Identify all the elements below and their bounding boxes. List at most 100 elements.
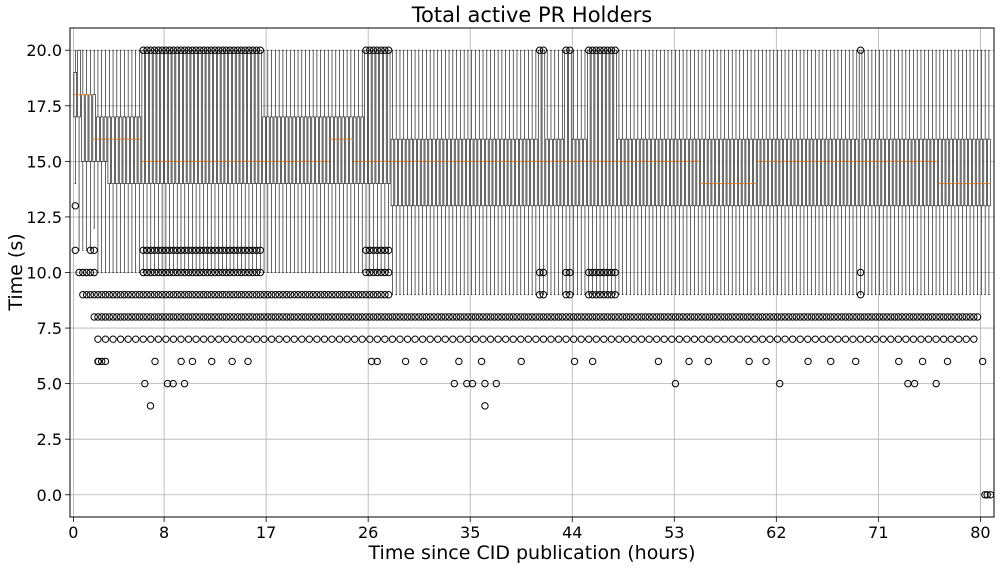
outlier-marker: [845, 313, 853, 321]
outlier-marker: [184, 46, 193, 54]
box: [307, 116, 312, 184]
outlier-marker: [94, 313, 102, 321]
outlier-marker: [313, 313, 321, 321]
outlier-marker: [622, 335, 631, 343]
outlier-marker: [328, 335, 336, 343]
outlier-marker: [169, 313, 178, 321]
box: [360, 116, 364, 184]
outlier-marker: [656, 313, 665, 321]
outlier-marker: [222, 313, 231, 321]
box: [183, 49, 187, 184]
outlier-marker: [947, 313, 955, 321]
box: [828, 138, 833, 207]
outlier-marker: [981, 491, 989, 499]
box: [624, 138, 629, 207]
outlier-marker: [962, 335, 970, 343]
outlier-marker: [827, 357, 835, 366]
outlier-marker: [645, 313, 653, 321]
outlier-marker: [600, 313, 608, 321]
box: [987, 138, 991, 207]
outlier-marker: [377, 246, 385, 254]
outlier-marker: [116, 335, 125, 343]
y-tick-label: 20.0: [26, 41, 62, 60]
outlier-marker: [369, 291, 378, 299]
outlier-marker: [369, 313, 378, 321]
outlier-marker: [917, 313, 925, 321]
outlier-marker: [611, 291, 619, 299]
outlier-marker: [139, 268, 147, 277]
outlier-marker: [668, 335, 676, 343]
outlier-marker: [245, 46, 253, 54]
outlier-marker: [249, 246, 257, 254]
box: [345, 116, 349, 184]
outlier-marker: [600, 335, 608, 343]
outlier-marker: [146, 402, 155, 410]
outlier-marker: [686, 313, 695, 321]
outlier-marker: [211, 46, 219, 54]
outlier-marker: [384, 313, 393, 321]
box: [726, 138, 731, 207]
outlier-marker: [902, 335, 910, 343]
box: [420, 138, 425, 207]
outlier-marker: [777, 313, 785, 321]
outlier-marker: [222, 335, 231, 343]
box: [738, 138, 742, 207]
outlier-marker: [554, 335, 563, 343]
outlier-marker: [430, 313, 438, 321]
outlier-marker: [381, 291, 389, 299]
outlier-marker: [381, 246, 389, 254]
box: [704, 138, 708, 207]
outlier-marker: [592, 335, 600, 343]
outlier-marker: [585, 291, 593, 299]
box: [485, 138, 489, 207]
box: [673, 138, 678, 207]
outlier-marker: [169, 335, 178, 343]
outlier-marker: [362, 46, 370, 54]
box: [251, 49, 255, 184]
outlier-marker: [509, 313, 517, 321]
outlier-marker: [279, 291, 287, 299]
outlier-marker: [324, 313, 332, 321]
outlier-marker: [154, 268, 163, 277]
outlier-marker: [683, 313, 691, 321]
outlier-marker: [82, 291, 91, 299]
box: [496, 138, 500, 207]
box: [122, 116, 127, 184]
outlier-marker: [230, 246, 238, 254]
outlier-marker: [569, 335, 578, 343]
box: [602, 49, 606, 207]
outlier-marker: [766, 335, 774, 343]
box: [549, 138, 553, 207]
box: [330, 116, 334, 184]
box: [636, 138, 640, 207]
outlier-marker: [524, 313, 533, 321]
outlier-marker: [384, 46, 393, 54]
box: [341, 116, 345, 184]
box: [579, 138, 583, 207]
box: [945, 138, 950, 207]
outlier-marker: [245, 268, 253, 277]
box: [492, 138, 497, 207]
box: [522, 138, 527, 207]
outlier-marker: [464, 313, 472, 321]
outlier-marker: [343, 291, 351, 299]
box: [217, 49, 221, 184]
outlier-marker: [796, 335, 804, 343]
outlier-marker: [139, 291, 147, 299]
outlier-marker: [856, 46, 865, 54]
x-tick-label: 44: [562, 523, 582, 542]
outlier-marker: [316, 291, 325, 299]
outlier-marker: [173, 246, 181, 254]
outlier-marker: [603, 46, 612, 54]
box: [194, 49, 198, 184]
outlier-marker: [983, 491, 991, 499]
outlier-marker: [173, 313, 181, 321]
outlier-marker: [369, 246, 378, 254]
outlier-marker: [139, 335, 147, 343]
box: [537, 49, 542, 207]
outlier-marker: [745, 357, 753, 366]
outlier-marker: [362, 268, 370, 277]
outlier-marker: [343, 313, 351, 321]
box: [266, 116, 270, 184]
outlier-marker: [776, 379, 784, 388]
